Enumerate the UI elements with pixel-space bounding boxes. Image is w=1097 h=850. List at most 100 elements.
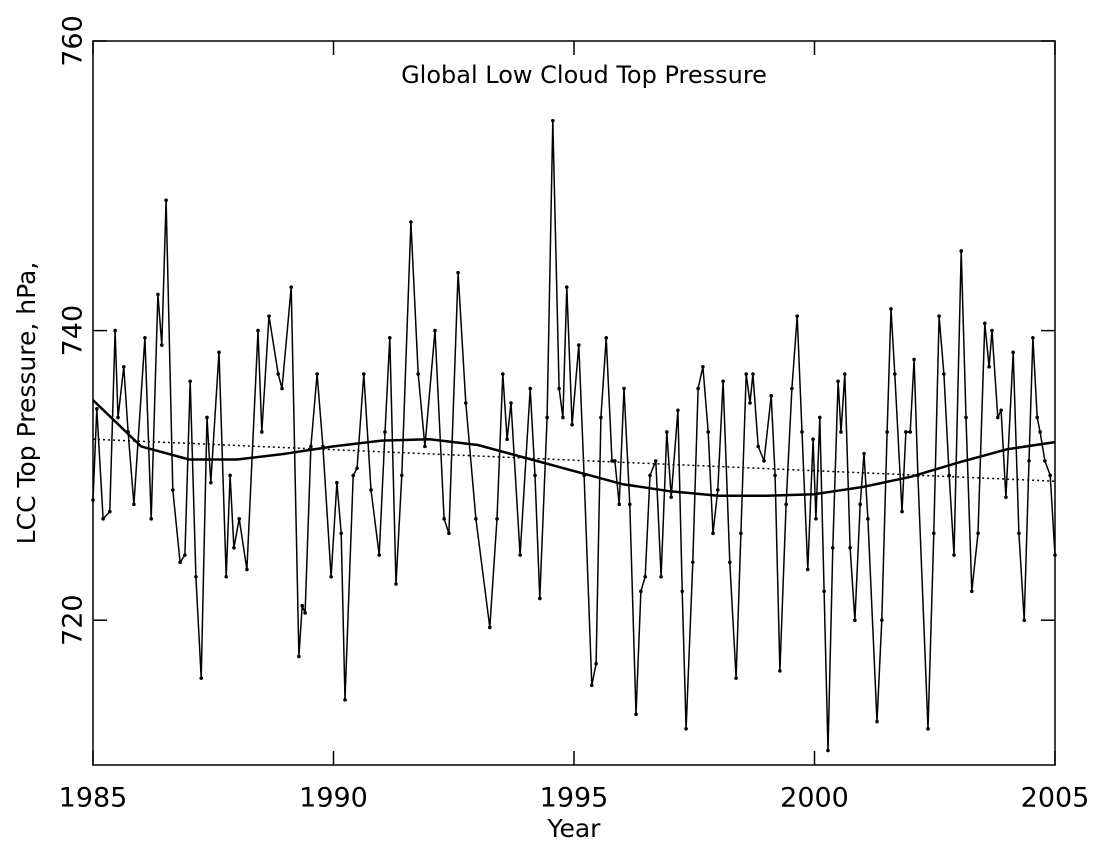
data-point bbox=[805, 567, 810, 572]
data-point bbox=[817, 415, 822, 420]
data-point bbox=[1027, 459, 1031, 463]
data-point bbox=[904, 430, 908, 434]
data-point bbox=[245, 567, 249, 572]
data-point bbox=[343, 698, 347, 702]
data-point bbox=[811, 437, 815, 442]
data-point bbox=[463, 401, 468, 405]
data-point bbox=[900, 509, 904, 514]
data-point bbox=[1017, 531, 1021, 536]
data-point bbox=[509, 401, 513, 405]
data-point bbox=[474, 517, 478, 521]
y-tick-label: 720 bbox=[58, 594, 89, 646]
data-line bbox=[92, 438, 1056, 482]
data-point bbox=[684, 727, 688, 731]
data-point bbox=[995, 415, 1000, 420]
data-point bbox=[926, 727, 930, 731]
data-point bbox=[409, 220, 413, 224]
data-point bbox=[442, 517, 446, 521]
data-point bbox=[91, 498, 95, 502]
data-point bbox=[159, 343, 164, 347]
data-point bbox=[912, 357, 916, 362]
data-point bbox=[528, 386, 533, 391]
data-point bbox=[769, 393, 774, 398]
y-tick-label: 740 bbox=[58, 305, 89, 357]
data-point bbox=[634, 712, 638, 717]
data-point bbox=[183, 553, 187, 557]
data-point bbox=[875, 719, 879, 724]
data-point bbox=[256, 328, 260, 333]
data-point bbox=[456, 270, 460, 275]
data-point bbox=[622, 386, 626, 391]
data-point bbox=[627, 502, 632, 507]
data-point bbox=[113, 328, 117, 333]
data-point bbox=[942, 372, 946, 376]
data-point bbox=[1004, 495, 1008, 499]
data-point bbox=[267, 314, 271, 318]
data-point bbox=[748, 401, 752, 405]
data-point bbox=[577, 343, 581, 347]
data-point bbox=[505, 437, 509, 442]
data-point bbox=[1035, 415, 1040, 420]
data-point bbox=[423, 444, 427, 449]
chart-title: Global Low Cloud Top Pressure bbox=[401, 61, 767, 89]
data-point bbox=[533, 473, 537, 478]
data-point bbox=[976, 531, 980, 536]
data-point bbox=[721, 379, 725, 384]
data-point bbox=[594, 661, 598, 666]
data-point bbox=[351, 473, 356, 478]
data-point bbox=[171, 488, 175, 492]
data-point bbox=[280, 386, 284, 391]
data-point bbox=[95, 406, 99, 411]
data-point bbox=[648, 473, 652, 478]
y-axis-label: LCC Top Pressure, hPa, bbox=[12, 262, 41, 545]
data-point bbox=[659, 574, 663, 579]
data-point bbox=[691, 560, 695, 565]
data-point bbox=[557, 386, 561, 391]
data-point bbox=[885, 430, 889, 434]
data-point bbox=[604, 336, 609, 340]
data-point bbox=[488, 625, 492, 630]
data-point bbox=[866, 517, 870, 521]
data-line bbox=[92, 399, 1056, 497]
data-point bbox=[830, 546, 835, 550]
data-point bbox=[862, 451, 866, 456]
data-point bbox=[394, 582, 398, 586]
data-point bbox=[756, 444, 761, 449]
data-point bbox=[711, 531, 715, 536]
data-point bbox=[728, 560, 732, 565]
data-point bbox=[132, 502, 136, 507]
data-point bbox=[1038, 430, 1042, 434]
data-point bbox=[784, 502, 788, 507]
data-point bbox=[188, 379, 192, 384]
data-point bbox=[880, 618, 884, 622]
data-point bbox=[224, 574, 229, 579]
data-point bbox=[205, 415, 209, 420]
data-point bbox=[232, 546, 236, 550]
data-point bbox=[315, 372, 319, 376]
data-point bbox=[665, 430, 669, 434]
data-point bbox=[329, 574, 333, 579]
data-point bbox=[377, 553, 381, 557]
data-point bbox=[744, 372, 748, 376]
data-point bbox=[853, 618, 857, 622]
data-point bbox=[762, 459, 766, 463]
data-point bbox=[260, 430, 264, 434]
data-point bbox=[551, 118, 555, 123]
data-point bbox=[303, 611, 307, 615]
data-point bbox=[228, 473, 232, 478]
data-point bbox=[839, 430, 843, 434]
data-point bbox=[178, 560, 182, 565]
data-point bbox=[937, 314, 941, 318]
data-point bbox=[889, 307, 893, 311]
data-point bbox=[696, 386, 700, 391]
data-point bbox=[952, 553, 956, 557]
data-point bbox=[1043, 459, 1047, 463]
data-point bbox=[400, 473, 404, 478]
data-point bbox=[987, 365, 991, 369]
data-point bbox=[121, 365, 126, 369]
data-point bbox=[589, 683, 594, 688]
data-point bbox=[339, 531, 343, 536]
data-point bbox=[387, 336, 392, 340]
data-point bbox=[701, 365, 705, 369]
data-point bbox=[858, 502, 862, 507]
